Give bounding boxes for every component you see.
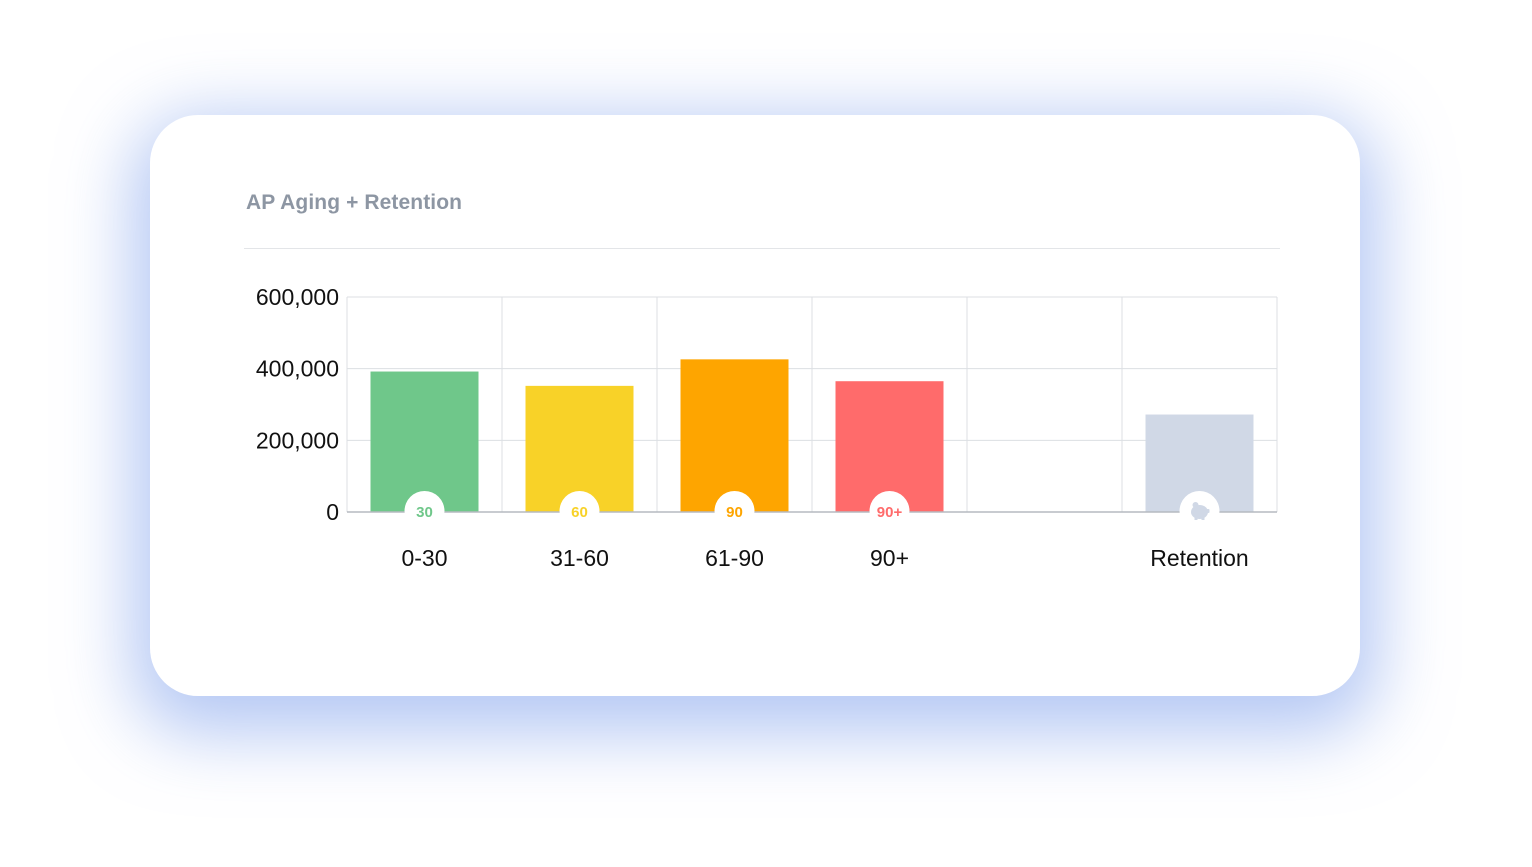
badge-circle — [869, 491, 910, 531]
x-tick-label: 90+ — [870, 545, 909, 571]
badge-60: 60 — [559, 491, 600, 531]
piggy-leg-back — [1194, 516, 1198, 520]
bar-chart: 30 60 90 90+ 0-30 31-60 61-90 90+ Retention 0 200,… — [256, 284, 1278, 571]
bar-0-30 — [370, 371, 479, 512]
bar-61-90 — [680, 359, 789, 512]
piggy-bank-icon — [1191, 502, 1210, 520]
y-tick-label: 600,000 — [256, 284, 339, 310]
badge-label: 30 — [416, 504, 433, 521]
badge-label: 90+ — [877, 504, 903, 521]
x-tick-label: 0-30 — [401, 545, 447, 571]
bar-31-60 — [525, 385, 634, 512]
x-tick-label: Retention — [1150, 545, 1248, 571]
x-tick-label: 61-90 — [705, 545, 764, 571]
y-tick-label: 0 — [326, 499, 339, 525]
badge-retention — [1179, 491, 1220, 531]
chart-labels: 30 60 90 90+ 0-30 31-60 61-90 90+ Retention 0 200,… — [256, 284, 1249, 571]
piggy-snout — [1206, 509, 1210, 513]
chart-bars — [370, 359, 1254, 512]
y-tick-label: 200,000 — [256, 427, 339, 453]
badge-label: 90 — [726, 504, 743, 521]
badge-90plus: 90+ — [869, 491, 910, 531]
chart-card: AP Aging + Retention 30 60 90 90+ 0-30 31-60 6… — [150, 115, 1360, 696]
piggy-leg-front — [1201, 516, 1205, 520]
badge-circle — [404, 491, 445, 531]
piggy-ear — [1192, 502, 1199, 508]
badge-label: 60 — [571, 504, 588, 521]
bar-90- — [835, 381, 944, 512]
badge-circle — [714, 491, 755, 531]
chart-grid — [346, 296, 1278, 512]
badge-30: 30 — [404, 491, 445, 531]
title-divider — [244, 248, 1280, 249]
piggy-body — [1191, 505, 1208, 519]
badge-circle — [559, 491, 600, 531]
y-tick-label: 400,000 — [256, 356, 339, 382]
card-title: AP Aging + Retention — [246, 191, 463, 214]
badge-90: 90 — [714, 491, 755, 531]
x-tick-label: 31-60 — [550, 545, 609, 571]
